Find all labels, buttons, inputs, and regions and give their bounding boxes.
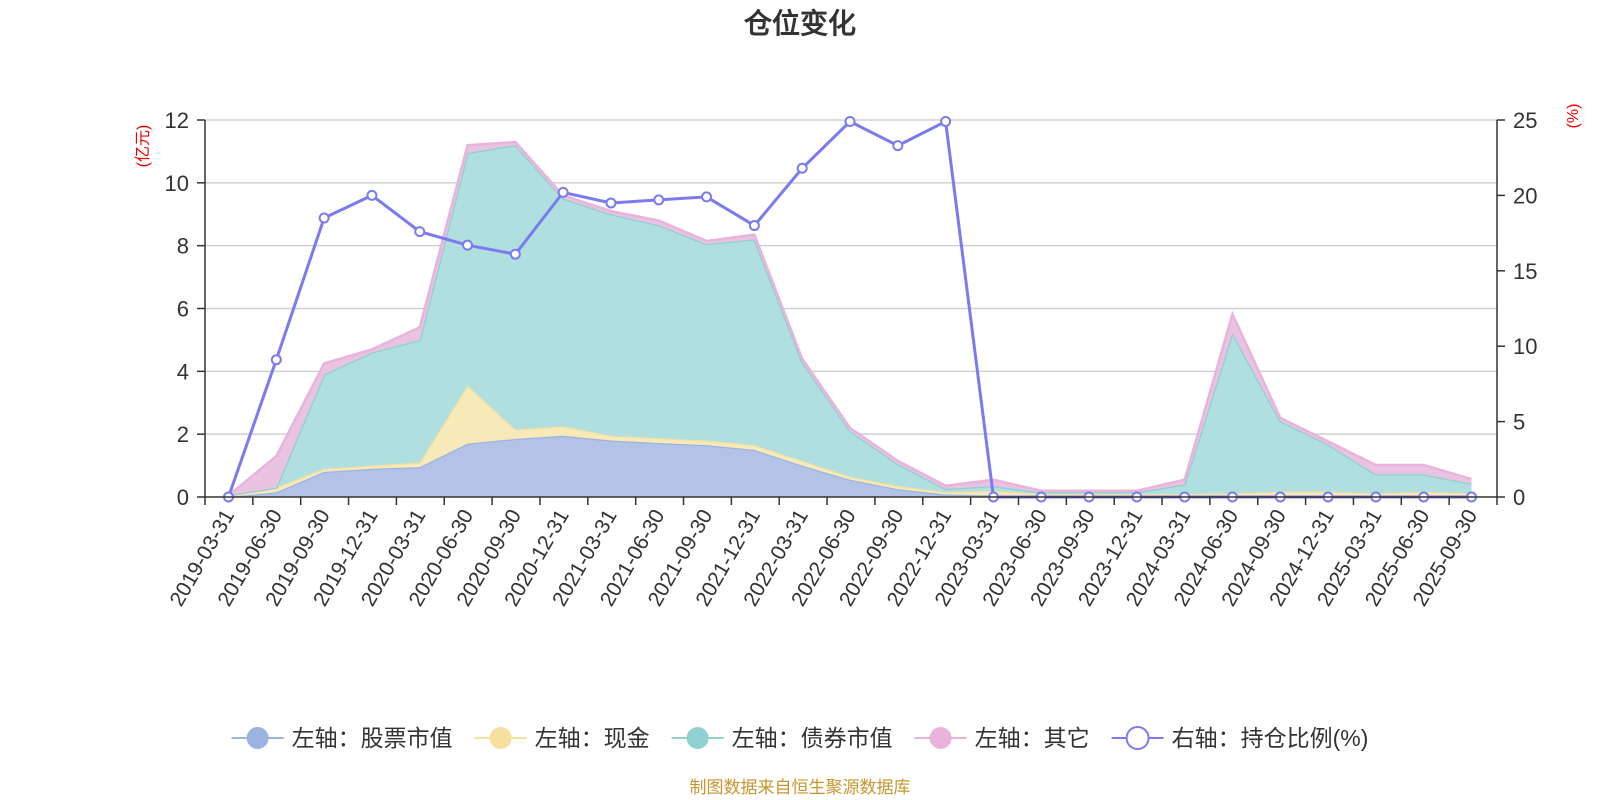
- right-axis-tick-label: 15: [1513, 259, 1537, 284]
- ratio-point: [462, 239, 474, 251]
- legend-symbol-marker: [246, 727, 269, 749]
- legend-symbol-marker: [929, 727, 952, 749]
- ratio-point: [270, 354, 282, 366]
- legend-item: 左轴：现金: [474, 725, 650, 751]
- legend-label: 右轴：持仓比例(%): [1172, 725, 1369, 751]
- right-axis-tick-label: 25: [1513, 108, 1537, 133]
- legend: 左轴：股票市值 左轴：现金 左轴：债券市值 左轴：其它 右轴：持仓比例(%): [231, 725, 1369, 751]
- legend-item: 左轴：股票市值: [231, 725, 453, 751]
- left-axis-tick-label: 2: [177, 422, 189, 447]
- area-series-fill: [228, 435, 1472, 497]
- right-axis-tick-label: 20: [1513, 183, 1537, 208]
- legend-item: 左轴：其它: [914, 725, 1090, 751]
- legend-label: 左轴：其它: [975, 725, 1090, 751]
- left-axis-unit: (亿元): [134, 125, 152, 168]
- left-axis-tick-label: 6: [177, 297, 189, 322]
- legend-symbol-marker: [686, 727, 709, 749]
- ratio-point: [653, 194, 665, 206]
- area-series-edge: [227, 140, 1472, 497]
- ratio-point: [509, 248, 521, 260]
- left-axis-tick-label: 10: [165, 171, 189, 196]
- area-series-fill: [228, 145, 1472, 496]
- left-axis-tick-label: 0: [177, 485, 189, 510]
- ratio-point: [414, 226, 426, 238]
- ratio-point: [844, 116, 856, 128]
- ratio-point: [557, 186, 569, 198]
- chart-title: 仓位变化: [744, 7, 856, 39]
- ratio-point: [701, 191, 713, 203]
- area-series: [227, 140, 1472, 499]
- right-axis-tick-label: 0: [1513, 485, 1525, 510]
- legend-label: 左轴：现金: [535, 725, 650, 751]
- area-series-fill: [228, 385, 1472, 497]
- ratio-point: [318, 212, 330, 224]
- ratio-point: [605, 197, 617, 209]
- left-axis-tick-label: 12: [165, 108, 189, 133]
- left-axis-tick-label: 4: [177, 359, 189, 384]
- legend-label: 左轴：股票市值: [292, 725, 453, 751]
- source-note: 制图数据来自恒生聚源数据库: [690, 778, 911, 797]
- left-axis-tick-label: 8: [177, 234, 189, 259]
- ratio-point: [940, 116, 952, 128]
- legend-item: 右轴：持仓比例(%): [1111, 725, 1369, 751]
- right-axis-tick-label: 10: [1513, 334, 1537, 359]
- legend-label: 左轴：债券市值: [732, 725, 893, 751]
- ratio-point: [796, 162, 808, 174]
- right-axis-tick-label: 5: [1513, 410, 1525, 435]
- right-axis-unit: (%): [1565, 104, 1582, 129]
- ratio-point: [748, 220, 760, 232]
- legend-item: 左轴：债券市值: [671, 725, 893, 751]
- ratio-point: [892, 140, 904, 152]
- legend-symbol-marker: [1125, 726, 1150, 750]
- legend-symbol-marker: [489, 727, 512, 749]
- ratio-point: [366, 189, 378, 201]
